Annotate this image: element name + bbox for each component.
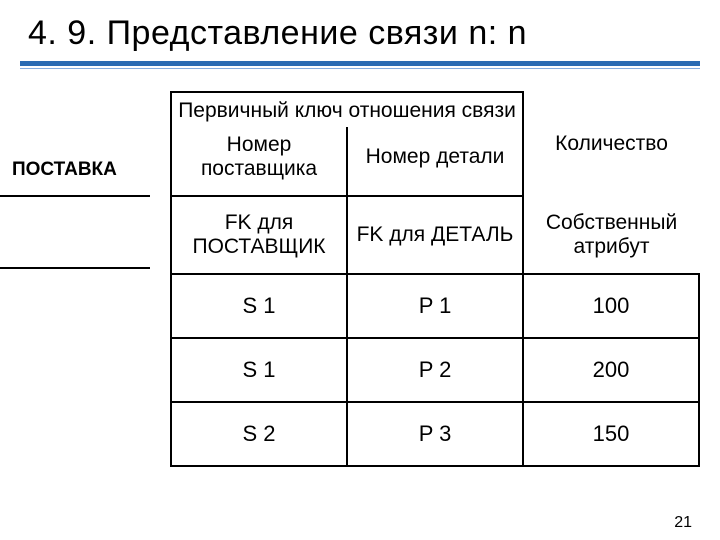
table-row: S 2 P 3 150 [171,402,699,466]
cell: P 2 [347,338,523,402]
relation-table: Первичный ключ отношения связи Количеств… [170,91,700,467]
fk-cell: FK для ДЕТАЛЬ [347,196,523,274]
ext-line-top [0,195,150,197]
cell: S 1 [171,338,347,402]
cell: 200 [523,338,699,402]
slide-title: 4. 9. Представление связи n: n [0,0,720,61]
col1-header: Номер поставщика [171,127,347,196]
relation-name-label: ПОСТАВКА [12,159,117,181]
col3-header: Количество [523,92,699,196]
fk-cell: FK для ПОСТАВЩИК [171,196,347,274]
cell: 150 [523,402,699,466]
cell: 100 [523,274,699,338]
table-row: S 1 P 1 100 [171,274,699,338]
col2-header: Номер детали [347,127,523,196]
ext-line-mid [0,267,150,269]
cell: S 1 [171,274,347,338]
own-attr-cell: Собственный атрибут [523,196,699,274]
content-area: ПОСТАВКА Первичный ключ отношения связи … [0,69,720,467]
cell: P 1 [347,274,523,338]
cell: P 3 [347,402,523,466]
title-rule-thick [20,61,700,66]
fk-annotation-row: FK для ПОСТАВЩИК FK для ДЕТАЛЬ Собственн… [171,196,699,274]
page-number: 21 [674,514,692,532]
table-row: S 1 P 2 200 [171,338,699,402]
pk-caption: Первичный ключ отношения связи [171,92,523,127]
cell: S 2 [171,402,347,466]
